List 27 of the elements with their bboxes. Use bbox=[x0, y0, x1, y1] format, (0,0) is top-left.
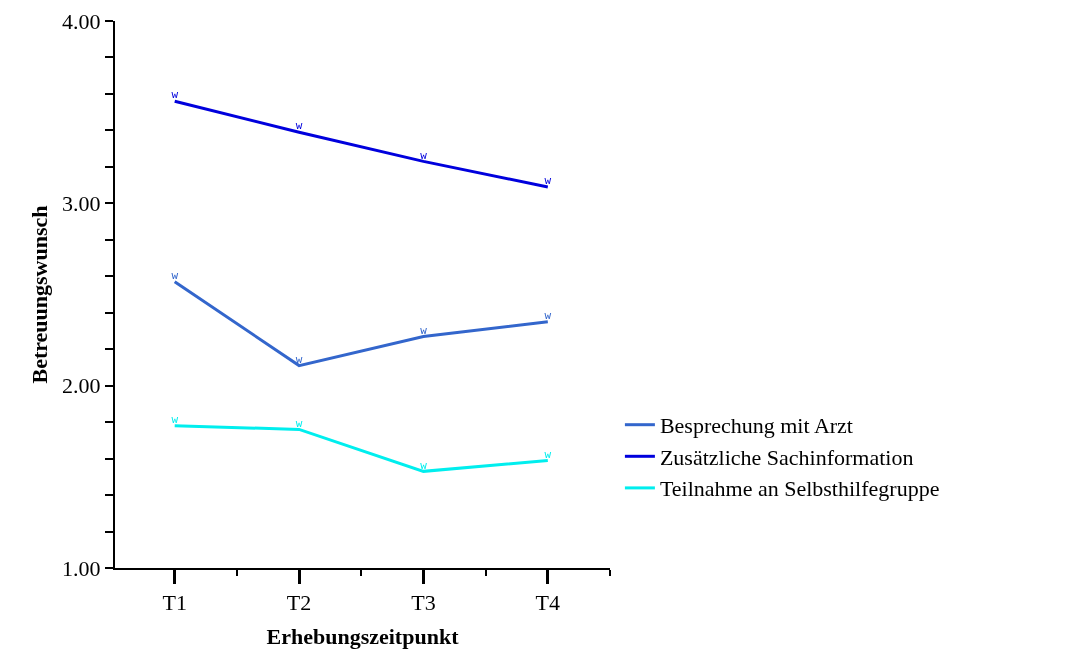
data-label: w bbox=[295, 119, 303, 133]
y-tick-label: 2.00 bbox=[62, 373, 101, 399]
x-tick-label: T3 bbox=[411, 590, 436, 616]
y-axis-title: Betreuungswunsch bbox=[27, 205, 53, 384]
legend-label: Teilnahme an Selbsthilfegruppe bbox=[659, 476, 940, 502]
data-label: w bbox=[544, 174, 552, 188]
legend-label: Zusätzliche Sachinformation bbox=[659, 444, 914, 470]
data-label: w bbox=[295, 416, 303, 430]
x-tick-label: T2 bbox=[286, 590, 312, 616]
data-label: w bbox=[295, 352, 303, 366]
y-tick-label: 1.00 bbox=[62, 555, 101, 581]
line-series bbox=[173, 99, 550, 189]
data-label: w bbox=[171, 413, 179, 427]
data-label: w bbox=[171, 268, 179, 282]
x-tick-label: T4 bbox=[535, 590, 561, 616]
x-tick-label: T1 bbox=[162, 590, 187, 616]
data-label: w bbox=[171, 88, 179, 102]
data-label: w bbox=[420, 148, 428, 162]
y-tick-label: 4.00 bbox=[62, 8, 101, 34]
x-axis-title: Erhebungszeitpunkt bbox=[266, 623, 460, 649]
data-label: w bbox=[544, 447, 552, 461]
data-label: w bbox=[544, 309, 552, 323]
data-label: w bbox=[420, 458, 428, 472]
line-series bbox=[173, 280, 550, 368]
legend-label: Besprechung mit Arzt bbox=[659, 413, 853, 439]
y-tick-label: 3.00 bbox=[62, 191, 101, 217]
data-label: w bbox=[420, 323, 428, 337]
